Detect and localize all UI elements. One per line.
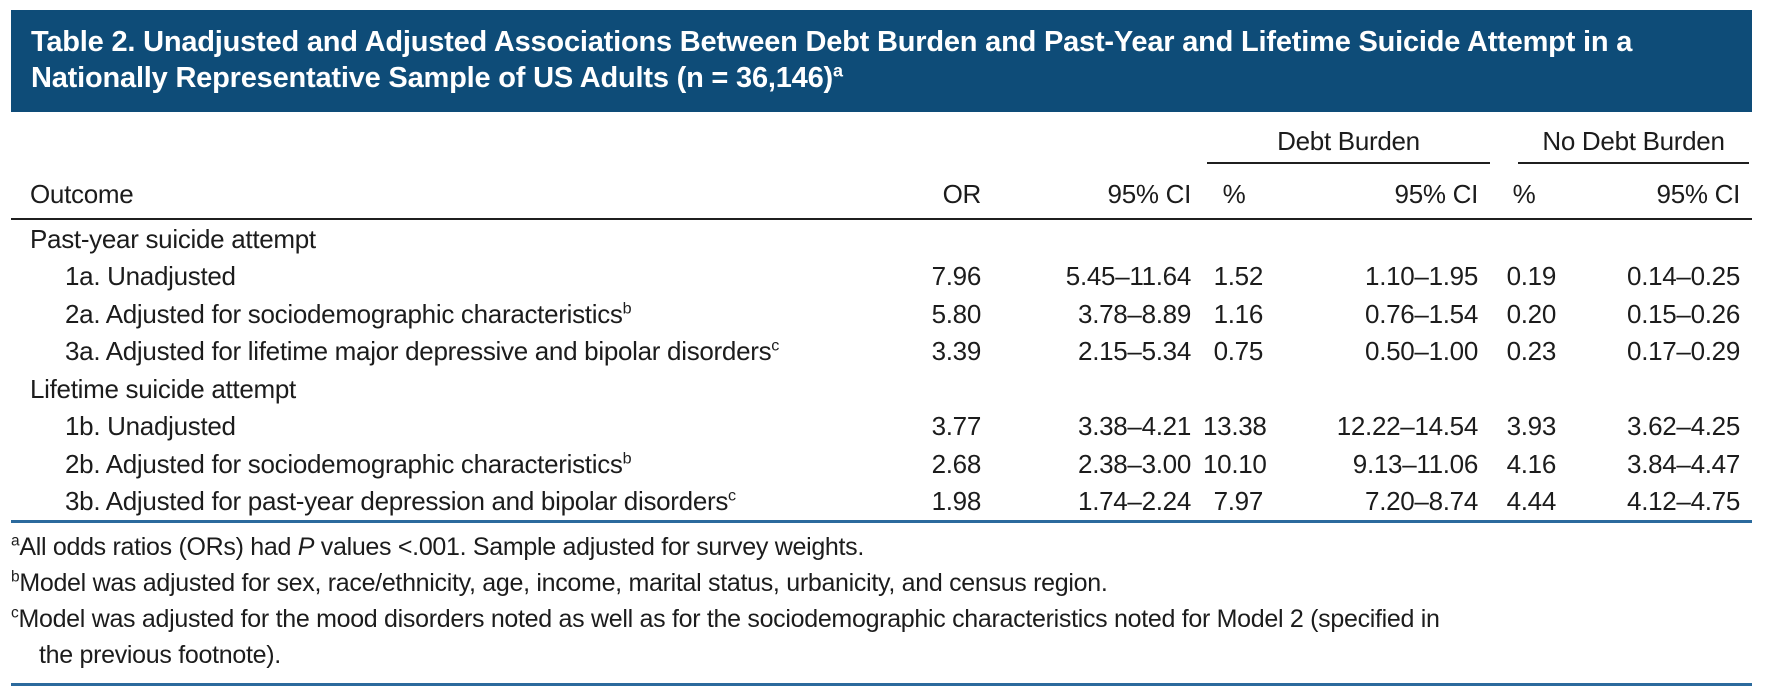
or-value: 3.77: [931, 411, 982, 442]
footnote-c: cModel was adjusted for the mood disorde…: [11, 604, 1440, 669]
nodebt-ci-column-header: 95% CI: [1568, 164, 1752, 220]
table-title-bar: Table 2. Unadjusted and Adjusted Associa…: [11, 10, 1752, 112]
footnote-c-marker: c: [11, 604, 19, 622]
or-ci-value: 2.15–5.34: [1078, 336, 1191, 367]
footnote-ref: b: [622, 449, 632, 468]
table-row: 3b. Adjusted for past-year depression an…: [11, 483, 1752, 521]
debt-ci-value: 7.20–8.74: [1365, 486, 1478, 517]
nodebt-ci-value: 4.12–4.75: [1627, 486, 1740, 517]
column-group-header-row: Debt Burden No Debt Burden: [11, 112, 1752, 164]
nodebt-pct-value: 0.19: [1506, 261, 1557, 292]
figure-bottom-rule: [11, 683, 1752, 686]
nodebt-pct-column-header: %: [1490, 164, 1568, 220]
debt-ci-value: 9.13–11.06: [1352, 448, 1479, 479]
row-label: 1a. Unadjusted: [65, 261, 236, 292]
nodebt-pct-value: 0.23: [1506, 336, 1557, 367]
or-value: 7.96: [931, 261, 982, 292]
or-ci-column-header: 95% CI: [993, 164, 1203, 220]
nodebt-ci-value: 0.14–0.25: [1627, 261, 1740, 292]
or-ci-value: 3.38–4.21: [1078, 411, 1191, 442]
table-bottom-rule: [11, 520, 1752, 523]
footnote-a-marker: a: [11, 532, 20, 550]
section-row-past-year: Past-year suicide attempt: [11, 219, 1752, 258]
nodebt-ci-value: 0.15–0.26: [1627, 298, 1740, 329]
no-debt-burden-group-header: No Debt Burden: [1518, 126, 1749, 164]
italic-p: P: [297, 533, 315, 561]
or-ci-value: 2.38–3.00: [1078, 448, 1191, 479]
debt-ci-value: 0.76–1.54: [1365, 298, 1478, 329]
table-header: Debt Burden No Debt Burden Outcome OR 95…: [11, 112, 1752, 220]
table-title-text: Table 2. Unadjusted and Adjusted Associa…: [31, 26, 1633, 94]
column-header-row: Outcome OR 95% CI % 95% CI % 95% CI: [11, 164, 1752, 220]
table-row: 1b. Unadjusted 3.77 3.38–4.21 13.38 12.2…: [11, 408, 1752, 446]
or-value: 5.80: [931, 298, 982, 329]
or-ci-value: 1.74–2.24: [1078, 486, 1191, 517]
empty-spanner-cell: [11, 112, 1203, 164]
table-body: Past-year suicide attempt 1a. Unadjusted…: [11, 219, 1752, 520]
footnote-b-marker: b: [11, 568, 20, 586]
or-value: 1.98: [931, 486, 982, 517]
debt-pct-value: 13.38: [1203, 411, 1267, 442]
section-label: Lifetime suicide attempt: [30, 373, 296, 404]
table-row: 2a. Adjusted for sociodemographic charac…: [11, 295, 1752, 333]
row-label: 2a. Adjusted for sociodemographic charac…: [65, 298, 632, 329]
footnote-b: bModel was adjusted for sex, race/ethnic…: [11, 568, 1108, 597]
debt-ci-column-header: 95% CI: [1275, 164, 1490, 220]
row-label: 3b. Adjusted for past-year depression an…: [65, 486, 736, 517]
or-column-header: OR: [931, 164, 993, 220]
nodebt-pct-value: 4.44: [1506, 486, 1557, 517]
debt-pct-value: 10.10: [1203, 448, 1267, 479]
nodebt-ci-value: 0.17–0.29: [1627, 336, 1740, 367]
or-ci-value: 3.78–8.89: [1078, 298, 1191, 329]
debt-ci-value: 12.22–14.54: [1336, 411, 1479, 442]
debt-pct-value: 0.75: [1213, 336, 1264, 367]
row-label: 2b. Adjusted for sociodemographic charac…: [65, 448, 632, 479]
nodebt-ci-value: 3.62–4.25: [1627, 411, 1740, 442]
debt-pct-value: 1.52: [1213, 261, 1264, 292]
table-row: 2b. Adjusted for sociodemographic charac…: [11, 445, 1752, 483]
table-title: Table 2. Unadjusted and Adjusted Associa…: [31, 24, 1728, 96]
debt-ci-value: 0.50–1.00: [1365, 336, 1478, 367]
debt-pct-column-header: %: [1203, 164, 1275, 220]
table-row: 3a. Adjusted for lifetime major depressi…: [11, 333, 1752, 371]
associations-table: Debt Burden No Debt Burden Outcome OR 95…: [11, 112, 1752, 520]
or-value: 2.68: [931, 448, 982, 479]
debt-burden-group-cell: Debt Burden: [1203, 112, 1490, 164]
table-title-footnote-marker: a: [833, 60, 843, 81]
no-debt-burden-group-cell: No Debt Burden: [1490, 112, 1752, 164]
or-ci-value: 5.45–11.64: [1065, 261, 1192, 292]
footnote-ref: b: [622, 299, 632, 318]
outcome-column-header: Outcome: [11, 164, 931, 220]
row-label: 3a. Adjusted for lifetime major depressi…: [65, 336, 780, 367]
nodebt-pct-value: 4.16: [1506, 448, 1557, 479]
footnote-a: aAll odds ratios (ORs) had P values <.00…: [11, 532, 865, 561]
nodebt-ci-value: 3.84–4.47: [1627, 448, 1740, 479]
debt-ci-value: 1.10–1.95: [1365, 261, 1478, 292]
table-row: 1a. Unadjusted 7.96 5.45–11.64 1.52 1.10…: [11, 258, 1752, 296]
debt-pct-value: 1.16: [1213, 298, 1264, 329]
nodebt-pct-value: 0.20: [1506, 298, 1557, 329]
nodebt-pct-value: 3.93: [1506, 411, 1557, 442]
debt-pct-value: 7.97: [1213, 486, 1264, 517]
row-label: 1b. Unadjusted: [65, 411, 236, 442]
debt-burden-group-header: Debt Burden: [1207, 126, 1490, 164]
section-label: Past-year suicide attempt: [30, 223, 316, 254]
footnote-ref: c: [771, 336, 780, 355]
or-value: 3.39: [931, 336, 982, 367]
footnotes: aAll odds ratios (ORs) had P values <.00…: [11, 529, 1752, 673]
section-row-lifetime: Lifetime suicide attempt: [11, 370, 1752, 408]
footnote-ref: c: [728, 486, 736, 505]
